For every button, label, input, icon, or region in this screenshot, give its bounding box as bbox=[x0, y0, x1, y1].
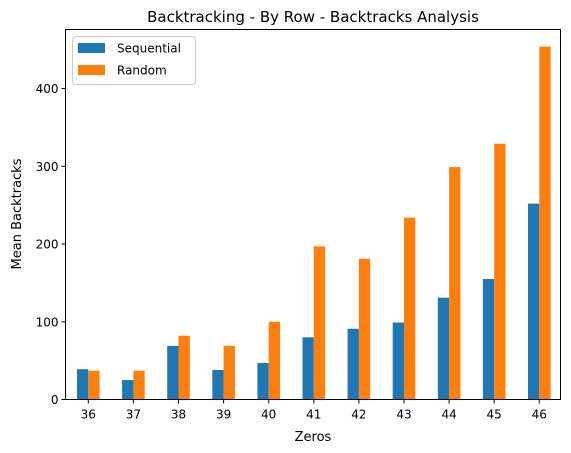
x-tick-label: 36 bbox=[81, 408, 96, 422]
bar-random-37 bbox=[133, 370, 145, 400]
y-tick-label: 200 bbox=[36, 238, 59, 252]
plot-frame bbox=[65, 29, 561, 400]
x-tick-label: 39 bbox=[216, 408, 231, 422]
x-axis: 36 37 38 39 40 41 42 43 44 45 46 bbox=[81, 399, 547, 422]
bar-sequential-38 bbox=[167, 345, 179, 400]
bar-sequential-46 bbox=[528, 203, 540, 400]
bar-sequential-43 bbox=[392, 322, 404, 400]
bar-random-40 bbox=[268, 321, 280, 400]
x-tick-label: 37 bbox=[126, 408, 141, 422]
y-tick-label: 100 bbox=[36, 315, 59, 329]
x-tick-label: 44 bbox=[441, 408, 456, 422]
y-tick-label: 400 bbox=[36, 82, 59, 96]
legend-label-random: Random bbox=[117, 64, 167, 78]
bar-random-39 bbox=[223, 345, 235, 400]
x-tick-label: 42 bbox=[351, 408, 366, 422]
legend: Sequential Random bbox=[72, 36, 196, 85]
x-tick-label: 43 bbox=[396, 408, 411, 422]
bar-sequential-44 bbox=[437, 297, 450, 400]
bar-sequential-36 bbox=[77, 369, 89, 400]
bar-sequential-42 bbox=[347, 328, 359, 400]
bar-sequential-45 bbox=[482, 279, 495, 400]
bar-sequential-39 bbox=[212, 369, 224, 400]
bar-random-41 bbox=[313, 246, 326, 400]
legend-swatch-random bbox=[78, 65, 105, 75]
y-axis-label: Mean Backtracks bbox=[10, 158, 25, 269]
chart-title: Backtracking - By Row - Backtracks Analy… bbox=[147, 8, 479, 26]
x-tick-label: 45 bbox=[487, 408, 502, 422]
legend-swatch-sequential bbox=[78, 43, 105, 53]
bar-random-36 bbox=[88, 370, 100, 400]
bar-random-45 bbox=[494, 143, 506, 400]
bar-random-38 bbox=[178, 335, 190, 400]
bar-random-44 bbox=[449, 167, 461, 400]
y-tick-label: 0 bbox=[51, 393, 59, 407]
bar-random-42 bbox=[358, 258, 371, 400]
x-tick-label: 40 bbox=[261, 408, 276, 422]
y-tick-label: 300 bbox=[36, 160, 59, 174]
x-tick-label: 41 bbox=[306, 408, 321, 422]
bars-group bbox=[77, 46, 551, 400]
bar-random-43 bbox=[404, 217, 416, 400]
x-tick-label: 46 bbox=[532, 408, 547, 422]
bar-sequential-41 bbox=[302, 337, 314, 400]
bar-sequential-37 bbox=[122, 380, 134, 400]
legend-label-sequential: Sequential bbox=[117, 42, 181, 56]
y-axis: 0 100 200 300 400 bbox=[36, 82, 66, 407]
x-tick-label: 38 bbox=[171, 408, 186, 422]
x-axis-label: Zeros bbox=[295, 430, 332, 445]
bar-random-46 bbox=[539, 46, 551, 400]
bar-sequential-40 bbox=[257, 362, 269, 400]
